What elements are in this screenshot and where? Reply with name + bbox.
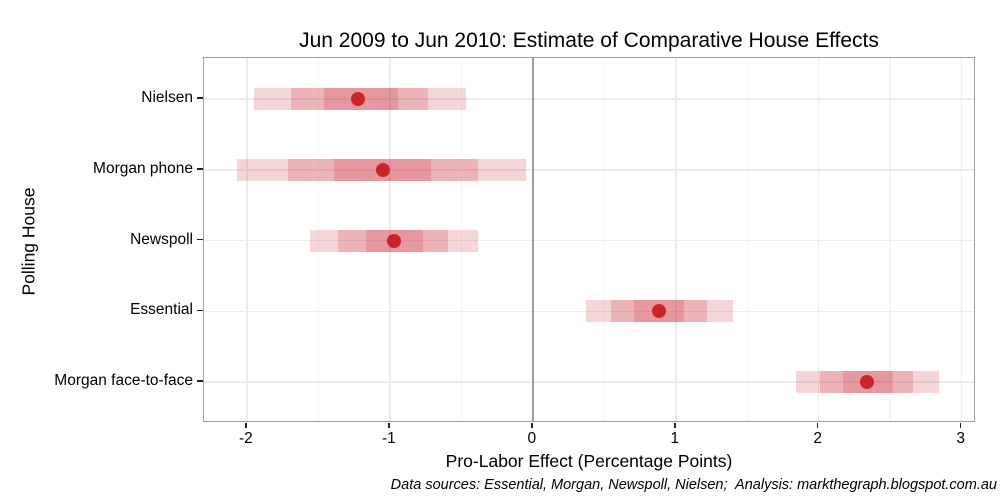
gridline-major-vertical (246, 58, 248, 421)
plot-panel (203, 57, 975, 422)
gridline-major-horizontal (204, 381, 974, 383)
x-axis-tick-label: -2 (238, 430, 253, 447)
x-axis-tick (816, 423, 819, 428)
point-estimate-dot (375, 162, 390, 177)
gridline-major-horizontal (204, 239, 974, 242)
gridline-major-horizontal (204, 98, 974, 100)
x-axis-tick-label: 2 (813, 430, 823, 447)
y-axis-tick-label: Morgan face-to-face (54, 372, 193, 389)
y-axis-tick-label: Nielsen (141, 89, 193, 106)
y-axis-tick-label: Essential (130, 301, 193, 319)
x-axis-tick (531, 423, 533, 428)
y-axis-tick-label: Morgan phone (93, 159, 193, 177)
x-axis-tick (959, 423, 962, 428)
x-axis-title: Pro-Labor Effect (Percentage Points) (445, 451, 733, 471)
point-estimate-dot (651, 304, 666, 319)
x-axis-tick-label: 1 (670, 430, 680, 447)
point-estimate-dot (351, 92, 366, 106)
gridline-minor-vertical (603, 58, 606, 421)
gridline-minor-vertical (746, 58, 748, 421)
gridline-major-vertical (817, 58, 820, 421)
x-axis-tick-label: 0 (527, 430, 537, 447)
y-axis-tick (197, 309, 203, 311)
y-axis-tick (197, 97, 203, 99)
zero-reference-line (531, 58, 534, 421)
y-axis-tick (197, 168, 203, 170)
gridline-major-horizontal (204, 169, 974, 171)
gridline-minor-vertical (317, 58, 320, 421)
x-axis-tick (388, 423, 390, 428)
x-axis-tick-label: -1 (381, 430, 396, 447)
gridline-minor-vertical (460, 58, 463, 421)
chart-title: Jun 2009 to Jun 2010: Estimate of Compar… (299, 29, 879, 52)
x-axis-tick-label: 3 (956, 430, 966, 447)
x-axis-tick (245, 423, 247, 428)
point-estimate-dot (387, 233, 402, 248)
gridline-minor-vertical (889, 58, 891, 421)
point-estimate-dot (860, 375, 875, 389)
y-axis-tick-label: Newspoll (130, 230, 193, 248)
gridline-major-horizontal (204, 310, 974, 312)
chart-caption: Data sources: Essential, Morgan, Newspol… (390, 477, 997, 493)
y-axis-tick (197, 238, 203, 241)
x-axis-tick (674, 423, 676, 428)
y-axis-tick (197, 380, 203, 382)
gridline-major-vertical (675, 58, 677, 421)
gridline-major-vertical (960, 58, 963, 421)
